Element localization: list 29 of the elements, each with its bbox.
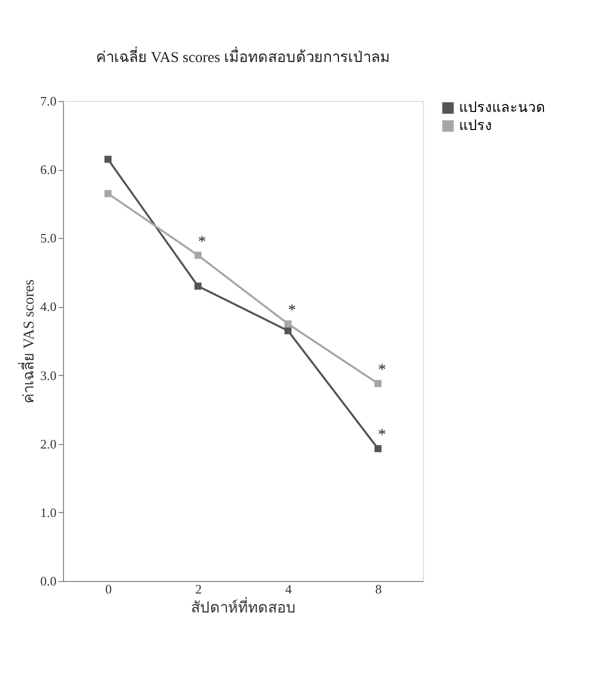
annotation: * bbox=[378, 426, 386, 444]
x-tick-label: 4 bbox=[285, 582, 292, 596]
x-tick-label: 2 bbox=[195, 582, 202, 596]
point bbox=[194, 252, 202, 259]
point bbox=[374, 445, 382, 452]
point bbox=[104, 156, 112, 163]
annotation: * bbox=[288, 302, 296, 319]
y-axis-title: ค่าเฉลี่ย VAS scores bbox=[17, 279, 38, 404]
point bbox=[104, 190, 112, 198]
y-tick-label: 3.0 bbox=[40, 368, 56, 383]
point bbox=[284, 320, 292, 328]
point bbox=[194, 282, 202, 290]
y-tick-label: 1.0 bbox=[40, 504, 56, 520]
y-tick-label: 4.0 bbox=[40, 299, 56, 314]
x-tick-label: 0 bbox=[105, 582, 112, 596]
y-tick-label: 2.0 bbox=[40, 436, 56, 452]
legend-label: แปรง bbox=[459, 119, 492, 134]
point bbox=[374, 380, 382, 388]
x-tick-label: 8 bbox=[375, 582, 382, 596]
legend-label: แปรงและนวด bbox=[459, 101, 545, 116]
annotation: * bbox=[198, 233, 206, 250]
x-axis-title: สัปดาห์ที่ทดสอบ bbox=[191, 596, 296, 616]
y-tick-label: 7.0 bbox=[40, 94, 56, 108]
chart-title: ค่าเฉลี่ย VAS scores เมื่อทดสอบด้วยการเป่าลม bbox=[96, 46, 390, 66]
y-tick-label: 5.0 bbox=[40, 230, 56, 246]
y-tick-label: 6.0 bbox=[40, 162, 56, 178]
annotation: * bbox=[378, 362, 386, 379]
point bbox=[284, 327, 292, 334]
y-tick-label: 0.0 bbox=[40, 574, 56, 588]
